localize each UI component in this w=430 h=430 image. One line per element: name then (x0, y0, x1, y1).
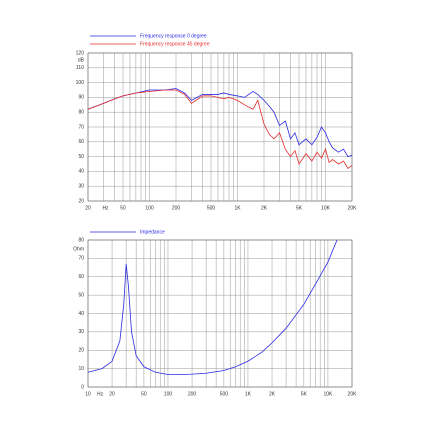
x-tick-label: 10 (85, 391, 91, 397)
x-tick-label: 10K (321, 205, 331, 211)
series-line (87, 88, 353, 158)
legend-label: Impedance (140, 229, 165, 235)
x-tick-label: 20 (109, 391, 115, 397)
y-tick-label: 10 (78, 366, 84, 372)
y-tick-label: 30 (78, 329, 84, 335)
y-tick-label: 60 (78, 274, 84, 280)
x-tick-label: 1K (234, 205, 241, 211)
x-tick-label: 5K (296, 205, 303, 211)
x-tick-label: 20K (348, 391, 358, 397)
y-tick-label: 0 (81, 384, 84, 390)
legend-label: Frequency response 45 degree (140, 41, 210, 47)
y-tick-label: 70 (78, 124, 84, 130)
x-unit-label: Hz (97, 391, 104, 397)
series-line (87, 239, 338, 375)
x-tick-label: 200 (172, 205, 181, 211)
x-tick-label: 2K (269, 391, 276, 397)
x-tick-label: 200 (188, 391, 197, 397)
y-tick-label: 40 (78, 311, 84, 317)
x-tick-label: 50 (141, 391, 147, 397)
x-tick-label: 100 (164, 391, 173, 397)
y-tick-label: 50 (78, 292, 84, 298)
y-tick-label: 50 (78, 154, 84, 160)
x-tick-label: 500 (220, 391, 229, 397)
x-unit-label: Hz (102, 205, 109, 211)
y-tick-label: 20 (78, 198, 84, 204)
plot-frame (87, 52, 353, 202)
x-tick-label: 5K (301, 391, 308, 397)
plot-frame (87, 239, 353, 388)
y-tick-label: 80 (78, 110, 84, 116)
legend-label: Frequency response 0 degree (140, 33, 207, 39)
y-unit-label: Ohm (73, 247, 84, 253)
x-tick-label: 500 (207, 205, 216, 211)
x-tick-label: 50 (120, 205, 126, 211)
x-tick-label: 100 (145, 205, 154, 211)
x-tick-label: 20K (348, 205, 358, 211)
y-tick-label: 70 (78, 256, 84, 262)
x-tick-label: 2K (261, 205, 268, 211)
x-tick-label: 1K (245, 391, 252, 397)
y-unit-label: dB (78, 58, 85, 64)
y-tick-label: 110 (76, 65, 84, 71)
series-line (87, 89, 353, 170)
x-tick-label: 10K (323, 391, 333, 397)
y-tick-label: 60 (78, 139, 84, 145)
y-tick-label: 20 (78, 348, 84, 354)
y-tick-label: 80 (78, 237, 84, 243)
x-tick-label: 20 (85, 205, 91, 211)
y-tick-label: 40 (78, 169, 84, 175)
y-tick-label: 90 (78, 95, 84, 101)
y-tick-label: 30 (78, 184, 84, 190)
y-tick-label: 100 (76, 80, 85, 86)
y-tick-label: 120 (76, 50, 85, 56)
